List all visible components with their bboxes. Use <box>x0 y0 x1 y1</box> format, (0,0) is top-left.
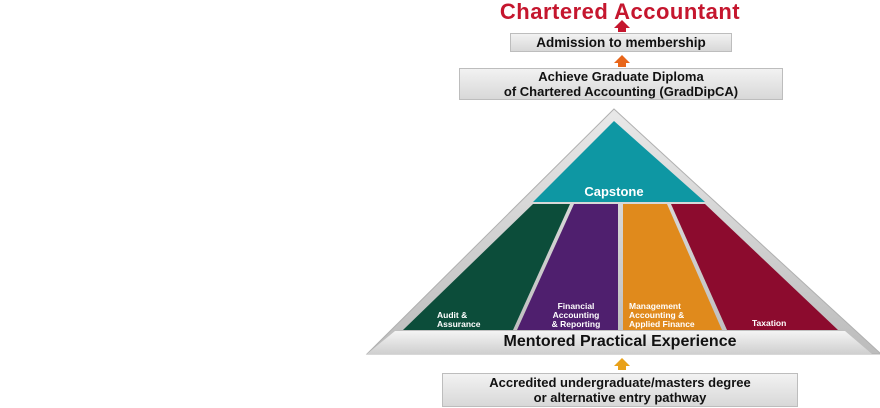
pillar-financial <box>517 204 618 330</box>
pillar-label-line: Audit & <box>437 310 468 320</box>
graddip-line1: Achieve Graduate Diploma <box>538 69 704 84</box>
base-strip <box>367 331 872 354</box>
capstone-shape <box>533 121 705 202</box>
pillar-label-taxation: Taxation <box>752 319 812 328</box>
entry-line2: or alternative entry pathway <box>533 390 707 405</box>
pillar-label-audit: Audit & Assurance <box>437 311 497 329</box>
pillar-taxation <box>671 204 838 330</box>
pillar-label-financial: Financial Accounting & Reporting <box>537 302 615 329</box>
arrow-up-icon <box>614 20 630 32</box>
pillar-label-management: Management Accounting & Applied Finance <box>629 302 719 329</box>
graddip-box: Achieve Graduate Diploma of Chartered Ac… <box>459 68 783 100</box>
pillar-label-line: Accounting <box>552 310 600 320</box>
entry-line1: Accredited undergraduate/masters degree <box>489 375 751 390</box>
pillar-label-line: Taxation <box>752 318 787 328</box>
base-label: Mentored Practical Experience <box>503 333 737 350</box>
diagram-title: Chartered Accountant <box>499 0 741 24</box>
arrow-up-icon <box>614 358 630 370</box>
pillar-label-line: Financial <box>557 301 595 311</box>
admission-label: Admission to membership <box>536 35 706 50</box>
capstone-label: Capstone <box>584 184 644 199</box>
pillar-management <box>623 204 722 330</box>
pillar-audit <box>403 204 570 330</box>
pillar-label-line: Assurance <box>437 319 481 329</box>
pillar-label-line: & Reporting <box>551 319 601 329</box>
pillar-label-line: Applied Finance <box>629 319 695 329</box>
entry-box: Accredited undergraduate/masters degree … <box>442 373 798 407</box>
pillar-label-line: Management <box>629 301 681 311</box>
graddip-line2: of Chartered Accounting (GradDipCA) <box>503 83 739 99</box>
pillar-label-line: Accounting & <box>629 310 685 320</box>
admission-box: Admission to membership <box>510 33 732 52</box>
arrow-up-icon <box>614 55 630 67</box>
